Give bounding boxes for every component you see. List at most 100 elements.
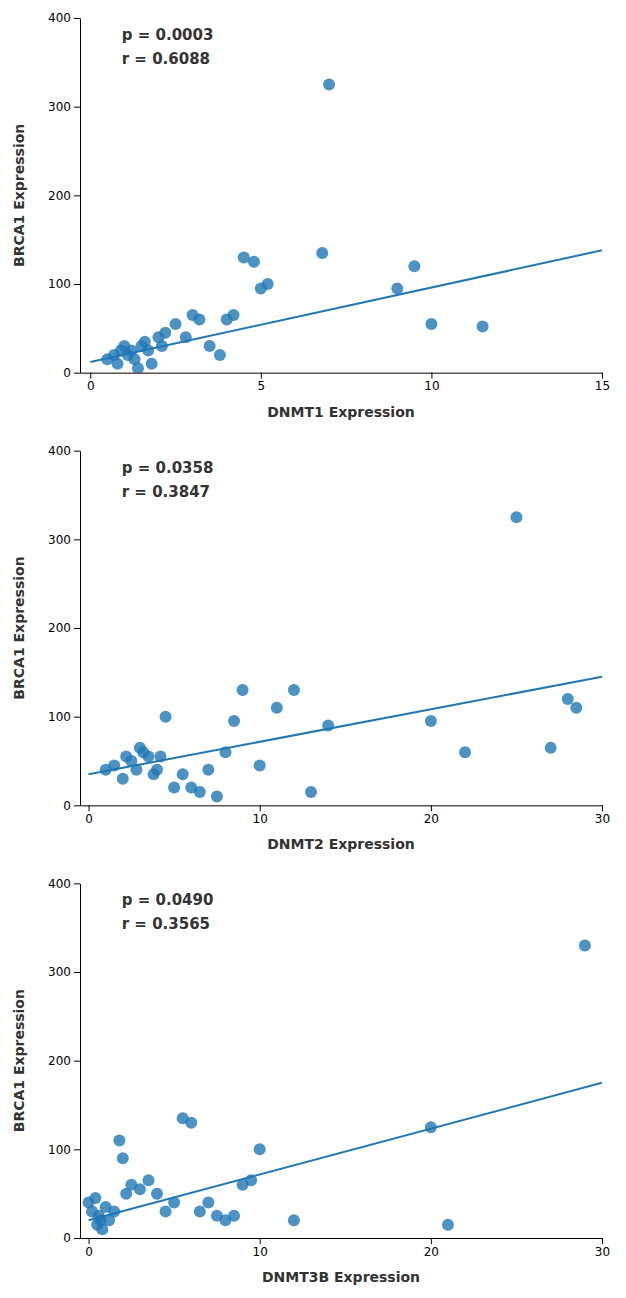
point bbox=[271, 702, 283, 714]
point bbox=[202, 1197, 214, 1209]
point bbox=[288, 1214, 300, 1226]
point bbox=[305, 786, 317, 798]
tick-label: 200 bbox=[48, 621, 71, 635]
point bbox=[146, 358, 158, 370]
tick: 400 bbox=[48, 11, 80, 25]
point bbox=[228, 1210, 240, 1222]
tick-label: 0 bbox=[87, 379, 95, 393]
tick-mark bbox=[74, 373, 80, 374]
point bbox=[288, 684, 300, 696]
panel: 01020300100200300400DNMT3B ExpressionBRC… bbox=[11, 877, 610, 1285]
x-axis-title: DNMT1 Expression bbox=[267, 404, 415, 420]
tick-mark bbox=[74, 18, 80, 19]
tick-mark bbox=[261, 373, 262, 379]
panel: 01020300100200300400DNMT2 ExpressionBRCA… bbox=[11, 444, 610, 852]
tick-mark bbox=[260, 1238, 261, 1244]
tick-label: 10 bbox=[253, 1245, 268, 1259]
point bbox=[248, 256, 260, 268]
tick: 200 bbox=[48, 1054, 80, 1068]
point bbox=[117, 1152, 129, 1164]
annotation: p = 0.0490 bbox=[122, 891, 214, 909]
tick-mark bbox=[90, 373, 91, 379]
tick-label: 0 bbox=[85, 1245, 93, 1259]
point bbox=[170, 318, 182, 330]
point bbox=[570, 702, 582, 714]
tick-mark bbox=[74, 1238, 80, 1239]
tick-label: 400 bbox=[48, 444, 71, 458]
point bbox=[545, 742, 557, 754]
point bbox=[112, 358, 124, 370]
axis-line bbox=[81, 1238, 603, 1239]
point bbox=[459, 746, 471, 758]
point bbox=[177, 768, 189, 780]
tick: 400 bbox=[48, 444, 80, 458]
regression-line bbox=[90, 250, 602, 362]
x-axis: 051015 bbox=[81, 373, 611, 394]
tick-mark bbox=[74, 628, 80, 629]
tick-mark bbox=[431, 805, 432, 811]
tick-mark bbox=[602, 373, 603, 379]
tick-label: 5 bbox=[258, 379, 266, 393]
tick-mark bbox=[431, 1238, 432, 1244]
tick-label: 10 bbox=[424, 379, 439, 393]
tick-label: 30 bbox=[595, 812, 610, 826]
tick: 20 bbox=[424, 1238, 439, 1259]
point bbox=[425, 318, 437, 330]
y-axis: 0 100 200 300 400 bbox=[48, 877, 80, 1246]
tick-label: 100 bbox=[48, 1143, 71, 1157]
point bbox=[477, 321, 489, 333]
point bbox=[142, 751, 154, 763]
point bbox=[316, 247, 328, 259]
point bbox=[168, 782, 180, 794]
y-axis-title: BRCA1 Expression bbox=[11, 556, 27, 699]
point bbox=[142, 1174, 154, 1186]
point bbox=[408, 260, 420, 272]
point bbox=[134, 1183, 146, 1195]
tick-label: 300 bbox=[48, 100, 71, 114]
point bbox=[228, 715, 240, 727]
tick-label: 200 bbox=[48, 189, 71, 203]
point bbox=[391, 282, 403, 294]
tick: 10 bbox=[253, 1238, 268, 1259]
tick-label: 10 bbox=[253, 812, 268, 826]
tick-mark bbox=[602, 805, 603, 811]
tick-label: 30 bbox=[595, 1245, 610, 1259]
plot-area bbox=[83, 939, 602, 1235]
tick-mark bbox=[74, 451, 80, 452]
tick-label: 0 bbox=[63, 1231, 71, 1245]
tick-mark bbox=[431, 373, 432, 379]
tick: 100 bbox=[48, 277, 80, 291]
tick-label: 200 bbox=[48, 1054, 71, 1068]
tick: 10 bbox=[253, 805, 268, 826]
tick: 10 bbox=[424, 373, 439, 394]
plot-area bbox=[90, 79, 602, 373]
axis-line bbox=[80, 884, 81, 1239]
tick-mark bbox=[74, 539, 80, 540]
point bbox=[254, 1143, 266, 1155]
tick: 5 bbox=[258, 373, 266, 394]
tick-mark bbox=[602, 1238, 603, 1244]
tick-mark bbox=[74, 717, 80, 718]
panel: 0510150100200300400DNMT1 ExpressionBRCA1… bbox=[11, 11, 610, 419]
tick-mark bbox=[260, 805, 261, 811]
tick-mark bbox=[74, 1061, 80, 1062]
x-axis: 0 10 20 30 bbox=[81, 1238, 611, 1259]
y-axis-title: BRCA1 Expression bbox=[11, 124, 27, 267]
point bbox=[194, 786, 206, 798]
point bbox=[442, 1219, 454, 1231]
tick-mark bbox=[74, 1149, 80, 1150]
tick: 200 bbox=[48, 621, 80, 635]
tick: 100 bbox=[48, 1143, 80, 1157]
tick-label: 400 bbox=[48, 877, 71, 891]
tick-mark bbox=[89, 805, 90, 811]
annotation: r = 0.3565 bbox=[122, 915, 210, 933]
tick: 200 bbox=[48, 189, 80, 203]
axis-line bbox=[81, 805, 603, 806]
tick: 30 bbox=[595, 805, 610, 826]
tick: 300 bbox=[48, 533, 80, 547]
point bbox=[185, 1117, 197, 1129]
x-axis-title: DNMT3B Expression bbox=[262, 1269, 420, 1285]
point bbox=[579, 939, 591, 951]
tick: 300 bbox=[48, 965, 80, 979]
tick: 0 bbox=[63, 366, 80, 380]
